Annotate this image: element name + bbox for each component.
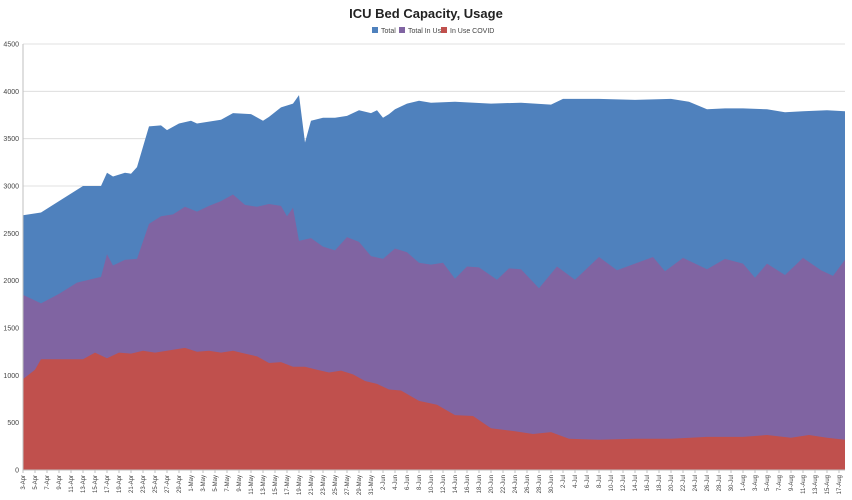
x-tick-label: 10-Jul <box>609 475 615 491</box>
area-series-in-use-covid <box>23 347 845 470</box>
x-tick-label: 4-Jul <box>573 475 579 488</box>
x-tick-label: 29-Apr <box>177 475 183 493</box>
x-tick-label: 1-Aug <box>741 475 747 491</box>
x-tick-label: 20-Jul <box>669 475 675 491</box>
x-tick-label: 19-Apr <box>117 475 123 493</box>
x-tick-label: 3-Aug <box>753 475 759 491</box>
x-tick-label: 5-Apr <box>33 475 39 490</box>
x-tick-label: 5-May <box>213 475 219 492</box>
axes <box>22 44 845 471</box>
x-tick-label: 17-Apr <box>105 475 111 493</box>
x-tick-label: 13-Aug <box>813 475 819 494</box>
x-tick-label: 25-May <box>333 475 339 495</box>
x-tick-label: 31-May <box>369 475 375 495</box>
x-tick-label: 17-Aug <box>837 475 843 494</box>
x-tick-label: 20-Jun <box>489 475 495 493</box>
y-tick-label: 4000 <box>3 89 19 96</box>
legend-item-total-in-use: Total In Use <box>399 27 445 35</box>
x-tick-label: 27-Apr <box>165 475 171 493</box>
legend-label-total: Total <box>381 28 396 35</box>
x-axis-ticks: 3-Apr 5-Apr 7-Apr 9-Apr 11-Apr 13-Apr 15-Apr 17… <box>21 470 843 495</box>
x-tick-label: 30-Jul <box>729 475 735 491</box>
legend-label-total-in-use: Total In Use <box>408 28 445 35</box>
x-tick-label: 16-Jul <box>645 475 651 491</box>
x-tick-label: 14-Jun <box>453 475 459 493</box>
x-tick-label: 2-Jul <box>561 475 567 488</box>
x-tick-label: 14-Jul <box>633 475 639 491</box>
x-tick-label: 11-Apr <box>69 475 75 493</box>
y-tick-label: 1500 <box>3 326 19 333</box>
x-tick-label: 24-Jul <box>693 475 699 491</box>
x-tick-label: 16-Jun <box>465 475 471 493</box>
x-tick-label: 21-Apr <box>129 475 135 493</box>
x-tick-label: 10-Jun <box>429 475 435 493</box>
x-tick-label: 26-Jul <box>705 475 711 491</box>
y-tick-label: 1000 <box>3 373 19 380</box>
x-tick-label: 9-Aug <box>789 475 795 491</box>
legend-swatch-in-use-covid <box>441 27 447 33</box>
x-tick-label: 1-May <box>189 475 195 492</box>
x-tick-label: 21-May <box>309 475 315 495</box>
y-tick-label: 500 <box>7 420 19 427</box>
y-tick-label: 0 <box>15 468 19 475</box>
y-tick-label: 2000 <box>3 278 19 285</box>
x-tick-label: 28-Jul <box>717 475 723 491</box>
x-tick-label: 11-Aug <box>801 475 807 494</box>
x-tick-label: 3-May <box>201 475 207 492</box>
x-tick-label: 22-Jul <box>681 475 687 491</box>
x-tick-label: 17-May <box>285 475 291 495</box>
x-tick-label: 4-Jun <box>393 475 399 490</box>
legend-swatch-total-in-use <box>399 27 405 33</box>
x-tick-label: 7-Aug <box>777 475 783 491</box>
x-tick-label: 12-Jun <box>441 475 447 493</box>
x-tick-label: 19-May <box>297 475 303 495</box>
x-tick-label: 9-Apr <box>57 475 63 490</box>
x-tick-label: 24-Jun <box>513 475 519 493</box>
x-tick-label: 23-Apr <box>141 475 147 493</box>
x-tick-label: 15-Apr <box>93 475 99 493</box>
x-tick-label: 12-Jul <box>621 475 627 491</box>
x-tick-label: 5-Aug <box>765 475 771 491</box>
legend-item-in-use-covid: In Use COVID <box>441 27 494 35</box>
legend-item-total: Total <box>372 27 396 35</box>
x-tick-label: 13-Apr <box>81 475 87 493</box>
y-tick-label: 4500 <box>3 42 19 49</box>
x-tick-label: 27-May <box>345 475 351 495</box>
x-tick-label: 30-Jun <box>549 475 555 493</box>
x-tick-label: 3-Apr <box>21 475 27 490</box>
x-tick-label: 18-Jul <box>657 475 663 491</box>
x-tick-label: 11-May <box>249 475 255 495</box>
x-tick-label: 9-May <box>237 475 243 492</box>
x-tick-label: 26-Jun <box>525 475 531 493</box>
x-tick-label: 23-May <box>321 475 327 495</box>
x-tick-label: 15-Aug <box>825 475 831 494</box>
x-tick-label: 25-Apr <box>153 475 159 493</box>
y-tick-label: 2500 <box>3 231 19 238</box>
y-tick-label: 3000 <box>3 184 19 191</box>
x-tick-label: 7-Apr <box>45 475 51 490</box>
x-tick-label: 22-Jun <box>501 475 507 493</box>
plot-areas <box>23 95 845 470</box>
x-tick-label: 15-May <box>273 475 279 495</box>
x-tick-label: 6-Jul <box>585 475 591 488</box>
x-tick-label: 28-Jun <box>537 475 543 493</box>
x-tick-label: 13-May <box>261 475 267 495</box>
legend-label-in-use-covid: In Use COVID <box>450 28 494 35</box>
x-tick-label: 8-Jul <box>597 475 603 488</box>
legend: Total Total In Use In Use COVID <box>372 27 494 35</box>
x-tick-label: 18-Jun <box>477 475 483 493</box>
x-tick-label: 7-May <box>225 475 231 492</box>
y-axis-ticks: 0 500 1000 1500 2000 2500 3000 3500 4000 4500 <box>3 42 19 475</box>
x-tick-label: 8-Jun <box>417 475 423 490</box>
x-tick-label: 6-Jun <box>405 475 411 490</box>
x-tick-label: 29-May <box>357 475 363 495</box>
legend-swatch-total <box>372 27 378 33</box>
y-tick-label: 3500 <box>3 136 19 143</box>
chart-title: ICU Bed Capacity, Usage <box>349 6 503 21</box>
x-tick-label: 2-Jun <box>381 475 387 490</box>
